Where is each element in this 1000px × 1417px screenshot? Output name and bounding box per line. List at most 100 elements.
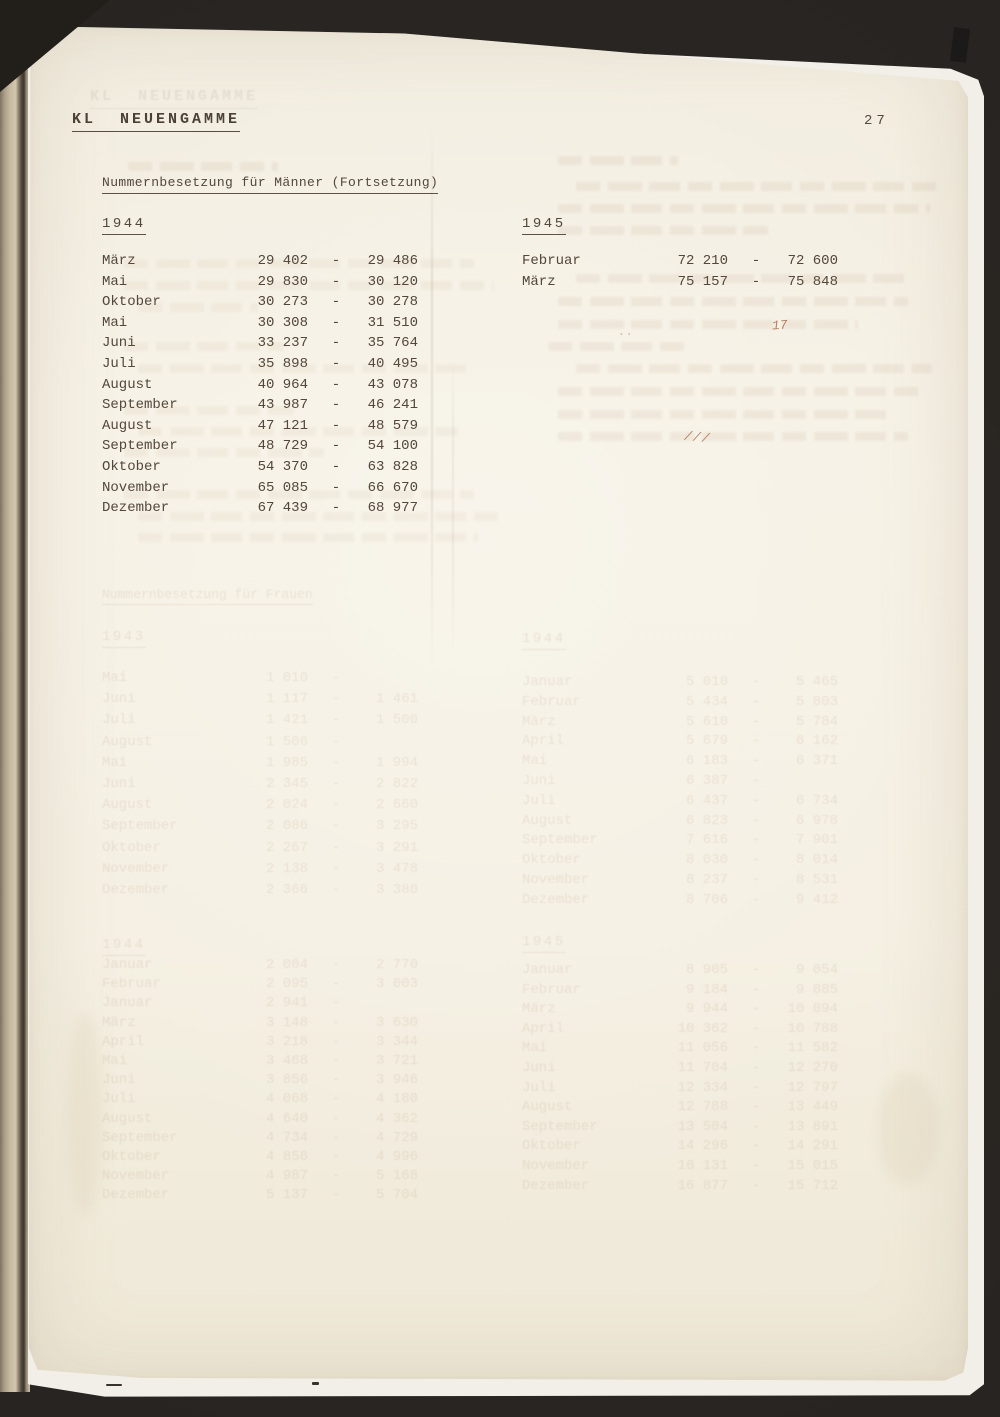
number-start-cell: 3 856 [265,1072,308,1089]
month-cell: Mai [522,753,548,770]
number-start-cell: 48 729 [257,438,308,455]
number-end-cell: 8 531 [795,871,838,888]
table-row: Mai 29 830 - 30 120 [102,274,418,295]
number-end-cell: 63 828 [367,458,418,475]
month-cell: Juni [102,335,136,352]
number-table-1945: Februar 72 210 - 72 600 März 75 157 - 75 848 [522,253,838,294]
table-row: August 1 506 - [102,734,418,755]
table-row: September 13 504 - 13 891 [522,1119,838,1139]
table-row: November 8 237 - 8 531 [522,872,838,892]
table-row: Juni 33 237 - 35 764 [102,335,418,356]
number-end-cell: 68 977 [367,500,418,517]
number-end-cell: 5 465 [795,674,838,690]
dash-separator: - [751,981,761,998]
month-cell: August [102,1110,153,1127]
dash-separator: - [331,1110,341,1127]
dash-separator: - [331,712,341,729]
dash-separator: - [331,1072,341,1089]
month-cell: März [102,1014,136,1031]
number-end-cell: 3 630 [375,1014,418,1031]
number-end-cell: 3 721 [375,1052,418,1069]
bleedthrough-line [558,320,858,329]
dash-separator: - [331,253,341,269]
month-cell: August [102,797,153,814]
dash-separator: - [331,438,341,455]
number-start-cell: 5 434 [685,693,728,710]
number-end-cell: 12 270 [787,1059,838,1076]
dash-separator: - [331,397,341,414]
table-row: Januar 2 941 - [102,995,418,1014]
table-row: Oktober 54 370 - 63 828 [102,459,418,480]
number-start-cell: 8 237 [685,871,728,888]
bleedthrough-line [124,406,294,415]
table-row: März 3 148 - 3 630 [102,1015,418,1034]
dash-separator: - [751,812,761,829]
running-head-title: KL NEUENGAMME [72,111,241,132]
month-cell: September [522,1118,598,1135]
number-start-cell: 8 030 [685,852,728,869]
table-row: Dezember 67 439 - 68 977 [102,500,418,521]
number-end-cell: 75 848 [787,273,838,290]
month-cell: November [522,871,590,888]
table-row: September 43 987 - 46 241 [102,397,418,418]
number-start-cell: 4 734 [265,1129,308,1146]
dash-separator: - [331,1148,341,1165]
number-start-cell: 2 138 [265,860,308,877]
table-row: Oktober 14 296 - 14 291 [522,1138,838,1158]
page-corner-gap [949,27,971,63]
number-start-cell: 54 370 [257,458,308,475]
number-start-cell: 4 640 [265,1110,308,1127]
number-start-cell: 40 964 [257,376,308,393]
dash-separator: - [751,891,761,908]
dash-separator: - [751,1059,761,1076]
dash-separator: - [331,797,341,814]
number-end-cell: 48 579 [367,417,418,434]
number-end-cell: 3 295 [375,818,418,835]
month-cell: Juli [522,792,556,809]
running-head-ghost-echo: KL NEUENGAMME [90,88,259,109]
number-start-cell: 5 137 [265,1187,308,1204]
table-row: April 3 218 - 3 344 [102,1034,418,1053]
bleedthrough-line [124,448,324,457]
number-start-cell: 6 183 [685,753,728,770]
number-start-cell: 8 905 [685,962,728,978]
number-start-cell: 2 345 [265,775,308,792]
number-start-cell: 16 131 [677,1157,728,1174]
table-row: November 2 138 - 3 478 [102,861,418,882]
dash-separator: - [751,273,761,290]
number-end-cell: 15 015 [787,1157,838,1174]
number-start-cell: 33 237 [257,335,308,352]
month-cell: August [102,376,153,393]
dash-separator: - [331,733,341,750]
table-row: Juni 1 117 - 1 461 [102,691,418,712]
number-start-cell: 8 706 [685,891,728,908]
number-start-cell: 1 117 [265,691,308,708]
paper-crease [431,124,433,664]
dash-separator: - [331,860,341,877]
number-end-cell: 1 994 [375,754,418,771]
month-cell: Oktober [522,852,581,869]
number-end-cell: 3 344 [375,1033,418,1050]
ink-mark: .. [618,324,634,339]
number-start-cell: 13 504 [677,1118,728,1135]
dash-separator: - [331,479,341,496]
dash-separator: - [751,852,761,869]
month-cell: August [522,1099,573,1116]
number-end-cell: 2 822 [375,775,418,792]
table-row: März 75 157 - 75 848 [522,274,838,295]
dash-separator: - [751,792,761,809]
dash-separator: - [331,818,341,835]
month-cell: Mai [102,754,128,771]
bleedthrough-table: Mai 1 010 - Juni 1 117 - 1 461 Juli 1 421 - 1 500 A… [102,670,418,903]
month-cell: Oktober [102,1148,161,1165]
month-cell: Juli [102,712,136,729]
number-end-cell: 6 978 [795,812,838,829]
month-cell: Januar [522,962,573,978]
bleedthrough-line [558,410,888,419]
table-row: Juli 6 437 - 6 734 [522,793,838,813]
number-end-cell: 7 901 [795,832,838,849]
dash-separator: - [331,1091,341,1108]
month-cell: Oktober [102,294,161,311]
bleedthrough-line [576,364,932,373]
